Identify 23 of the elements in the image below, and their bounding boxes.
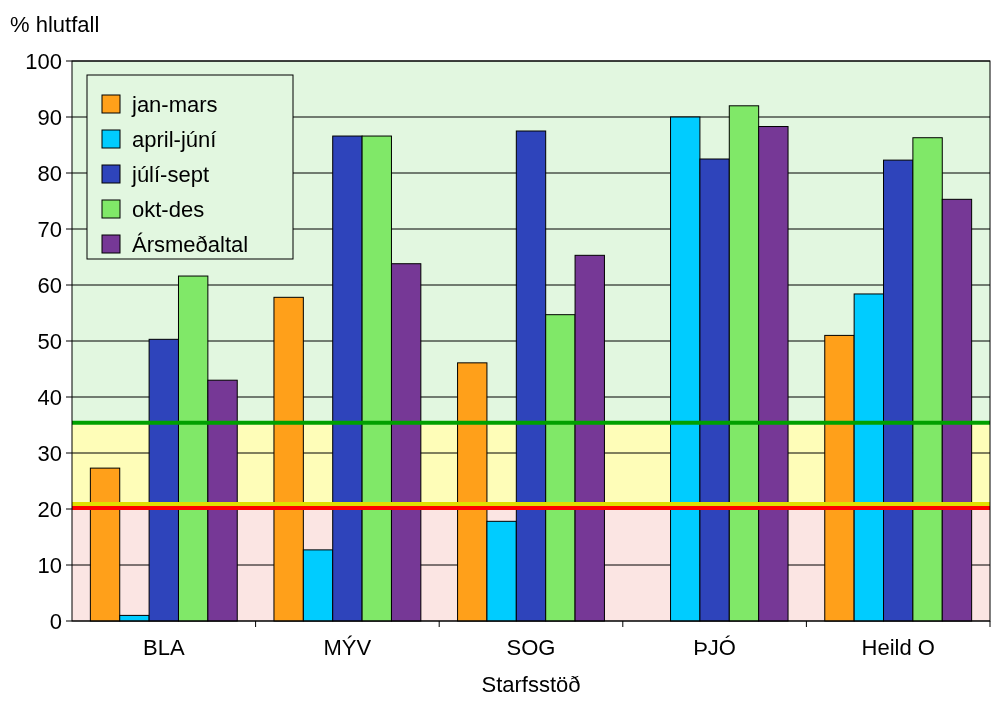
x-tick-label: MÝV — [323, 635, 372, 660]
y-tick-label: 40 — [37, 384, 62, 410]
y-axis-title: % hlutfall — [10, 12, 100, 37]
x-tick-label: Heild O — [861, 635, 935, 660]
x-tick-label: ÞJÓ — [693, 635, 736, 660]
y-tick-label: 30 — [37, 440, 62, 466]
y-tick-label: 90 — [37, 104, 62, 130]
y-tick-label: 60 — [37, 272, 62, 298]
y-tick-label: 80 — [37, 160, 62, 186]
y-tick-label: 100 — [25, 48, 62, 74]
y-tick-label: 70 — [37, 216, 62, 242]
y-tick-label: 10 — [37, 552, 62, 578]
y-tick-label: 0 — [49, 608, 62, 634]
legend-label: Ársmeðaltal — [132, 231, 249, 257]
legend-label: júlí-sept — [131, 161, 210, 187]
x-tick-label: SOG — [506, 635, 556, 660]
legend-label: okt-des — [132, 196, 205, 222]
legend-label: jan-mars — [131, 91, 218, 117]
y-tick-label: 20 — [37, 496, 62, 522]
x-axis-title: Starfsstöð — [481, 672, 581, 697]
x-tick-label: BLA — [143, 635, 185, 660]
legend-label: april-júní — [132, 126, 217, 152]
y-tick-label: 50 — [37, 328, 62, 354]
